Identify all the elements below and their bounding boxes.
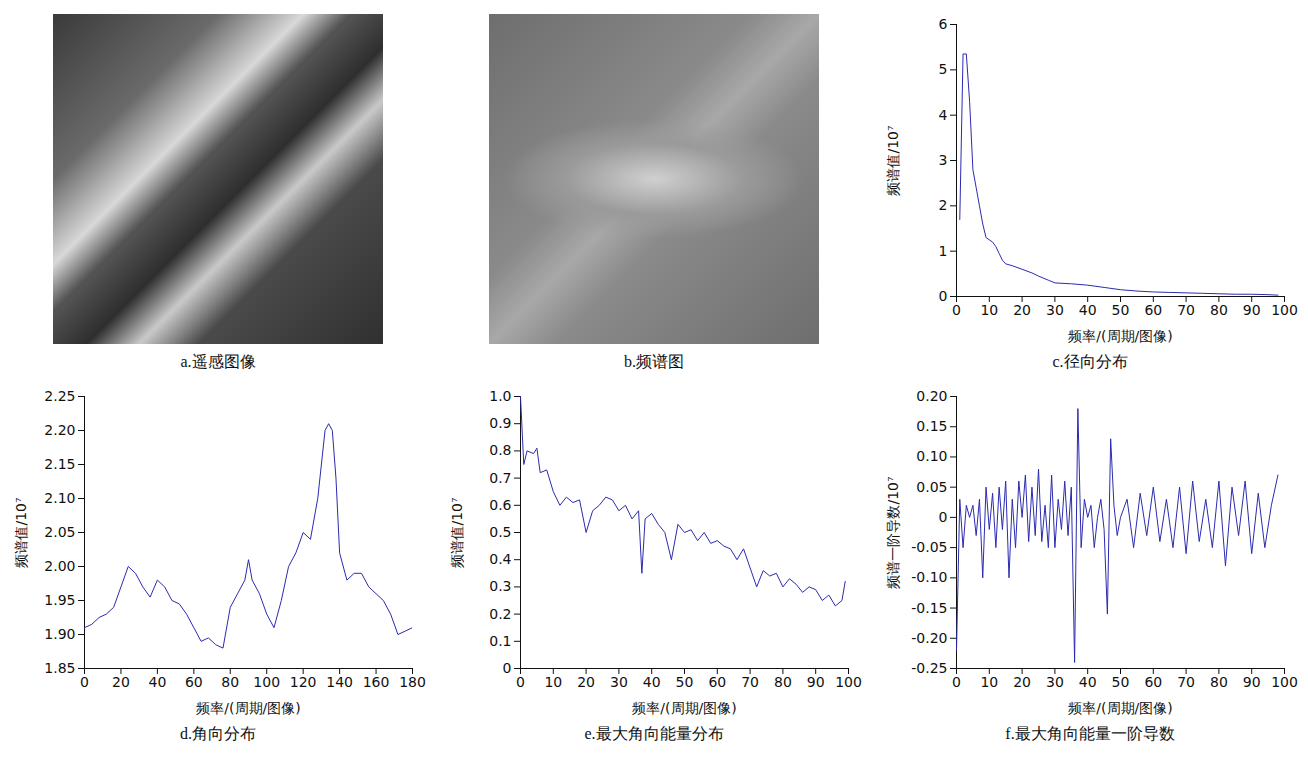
svg-text:频率/(周期/图像): 频率/(周期/图像) xyxy=(632,700,736,716)
svg-text:90: 90 xyxy=(807,674,825,690)
html-text:b.频谱图: b.频谱图 xyxy=(624,353,684,370)
svg-text:0.2: 0.2 xyxy=(489,606,511,622)
svg-text:0.10: 0.10 xyxy=(916,448,947,464)
svg-text:10: 10 xyxy=(980,302,998,318)
svg-text:2.10: 2.10 xyxy=(44,490,75,506)
svg-text:70: 70 xyxy=(1177,674,1195,690)
svg-text:20: 20 xyxy=(1013,302,1031,318)
svg-text:70: 70 xyxy=(741,674,759,690)
svg-text:0.5: 0.5 xyxy=(489,524,511,540)
svg-text:-0.10: -0.10 xyxy=(911,569,947,585)
svg-text:0: 0 xyxy=(80,674,89,690)
svg-text:0.3: 0.3 xyxy=(489,578,511,594)
svg-text:50: 50 xyxy=(1112,674,1130,690)
svg-text:30: 30 xyxy=(610,674,628,690)
svg-text:1: 1 xyxy=(939,243,948,259)
svg-text:10: 10 xyxy=(544,674,562,690)
svg-text:20: 20 xyxy=(577,674,595,690)
svg-text:2.20: 2.20 xyxy=(44,422,75,438)
svg-text:0: 0 xyxy=(939,288,948,304)
svg-text:60: 60 xyxy=(708,674,726,690)
html-text:f.最大角向能量一阶导数: f.最大角向能量一阶导数 xyxy=(1005,725,1175,742)
svg-text:4: 4 xyxy=(939,107,948,123)
svg-text:100: 100 xyxy=(1271,674,1298,690)
svg-text:80: 80 xyxy=(1210,302,1228,318)
svg-text:-0.05: -0.05 xyxy=(911,539,947,555)
svg-text:120: 120 xyxy=(290,674,317,690)
svg-text:100: 100 xyxy=(253,674,280,690)
svg-text:90: 90 xyxy=(1243,674,1261,690)
svg-text:0.05: 0.05 xyxy=(916,479,947,495)
svg-text:10: 10 xyxy=(980,674,998,690)
svg-text:0: 0 xyxy=(952,302,961,318)
svg-text:80: 80 xyxy=(1210,674,1228,690)
svg-text:30: 30 xyxy=(1046,302,1064,318)
svg-text:2.25: 2.25 xyxy=(44,388,75,404)
svg-text:60: 60 xyxy=(1144,302,1162,318)
html-text:a.遥感图像: a.遥感图像 xyxy=(180,353,256,370)
svg-text:80: 80 xyxy=(774,674,792,690)
svg-text:1.90: 1.90 xyxy=(44,626,75,642)
svg-text:60: 60 xyxy=(1144,674,1162,690)
svg-text:1.0: 1.0 xyxy=(489,388,511,404)
svg-text:0.4: 0.4 xyxy=(489,551,511,567)
svg-text:频谱值/10⁷: 频谱值/10⁷ xyxy=(449,497,465,567)
svg-text:0: 0 xyxy=(939,509,948,525)
svg-text:40: 40 xyxy=(1079,674,1097,690)
svg-text:50: 50 xyxy=(676,674,694,690)
svg-text:0.8: 0.8 xyxy=(489,442,511,458)
svg-text:0.6: 0.6 xyxy=(489,497,511,513)
svg-text:频率/(周期/图像): 频率/(周期/图像) xyxy=(196,700,300,716)
svg-text:0.9: 0.9 xyxy=(489,415,511,431)
svg-text:-0.25: -0.25 xyxy=(911,660,947,676)
svg-text:2.00: 2.00 xyxy=(44,558,75,574)
svg-text:0: 0 xyxy=(516,674,525,690)
svg-text:0: 0 xyxy=(952,674,961,690)
svg-text:30: 30 xyxy=(1046,674,1064,690)
svg-text:2.05: 2.05 xyxy=(44,524,75,540)
html-text:c.径向分布: c.径向分布 xyxy=(1052,353,1128,370)
svg-text:频率/(周期/图像): 频率/(周期/图像) xyxy=(1068,700,1172,716)
svg-text:0.15: 0.15 xyxy=(916,418,947,434)
svg-text:1.95: 1.95 xyxy=(44,592,75,608)
svg-text:3: 3 xyxy=(939,152,948,168)
svg-text:-0.20: -0.20 xyxy=(911,630,947,646)
svg-text:-0.15: -0.15 xyxy=(911,600,947,616)
svg-text:频率/(周期/图像): 频率/(周期/图像) xyxy=(1068,328,1172,344)
svg-text:频谱一阶导数/10⁷: 频谱一阶导数/10⁷ xyxy=(885,476,901,588)
svg-text:2.15: 2.15 xyxy=(44,456,75,472)
svg-text:频谱值/10⁷: 频谱值/10⁷ xyxy=(13,497,29,567)
svg-text:20: 20 xyxy=(112,674,130,690)
svg-text:160: 160 xyxy=(363,674,390,690)
svg-text:0: 0 xyxy=(503,660,512,676)
svg-text:2: 2 xyxy=(939,197,948,213)
svg-text:60: 60 xyxy=(185,674,203,690)
svg-text:80: 80 xyxy=(221,674,239,690)
svg-text:频谱值/10⁷: 频谱值/10⁷ xyxy=(885,125,901,195)
svg-text:0.7: 0.7 xyxy=(489,470,511,486)
svg-text:40: 40 xyxy=(643,674,661,690)
svg-text:100: 100 xyxy=(1271,302,1298,318)
svg-text:70: 70 xyxy=(1177,302,1195,318)
svg-text:6: 6 xyxy=(939,16,948,32)
svg-text:0.1: 0.1 xyxy=(489,633,511,649)
svg-text:100: 100 xyxy=(835,674,862,690)
svg-text:40: 40 xyxy=(148,674,166,690)
html-text:d.角向分布: d.角向分布 xyxy=(180,725,256,742)
svg-text:50: 50 xyxy=(1112,302,1130,318)
svg-text:1.85: 1.85 xyxy=(44,660,75,676)
svg-text:20: 20 xyxy=(1013,674,1031,690)
svg-text:90: 90 xyxy=(1243,302,1261,318)
svg-text:140: 140 xyxy=(326,674,353,690)
svg-text:40: 40 xyxy=(1079,302,1097,318)
html-text:e.最大角向能量分布: e.最大角向能量分布 xyxy=(584,725,724,742)
svg-text:0.20: 0.20 xyxy=(916,388,947,404)
svg-text:180: 180 xyxy=(399,674,426,690)
svg-text:5: 5 xyxy=(939,61,948,77)
